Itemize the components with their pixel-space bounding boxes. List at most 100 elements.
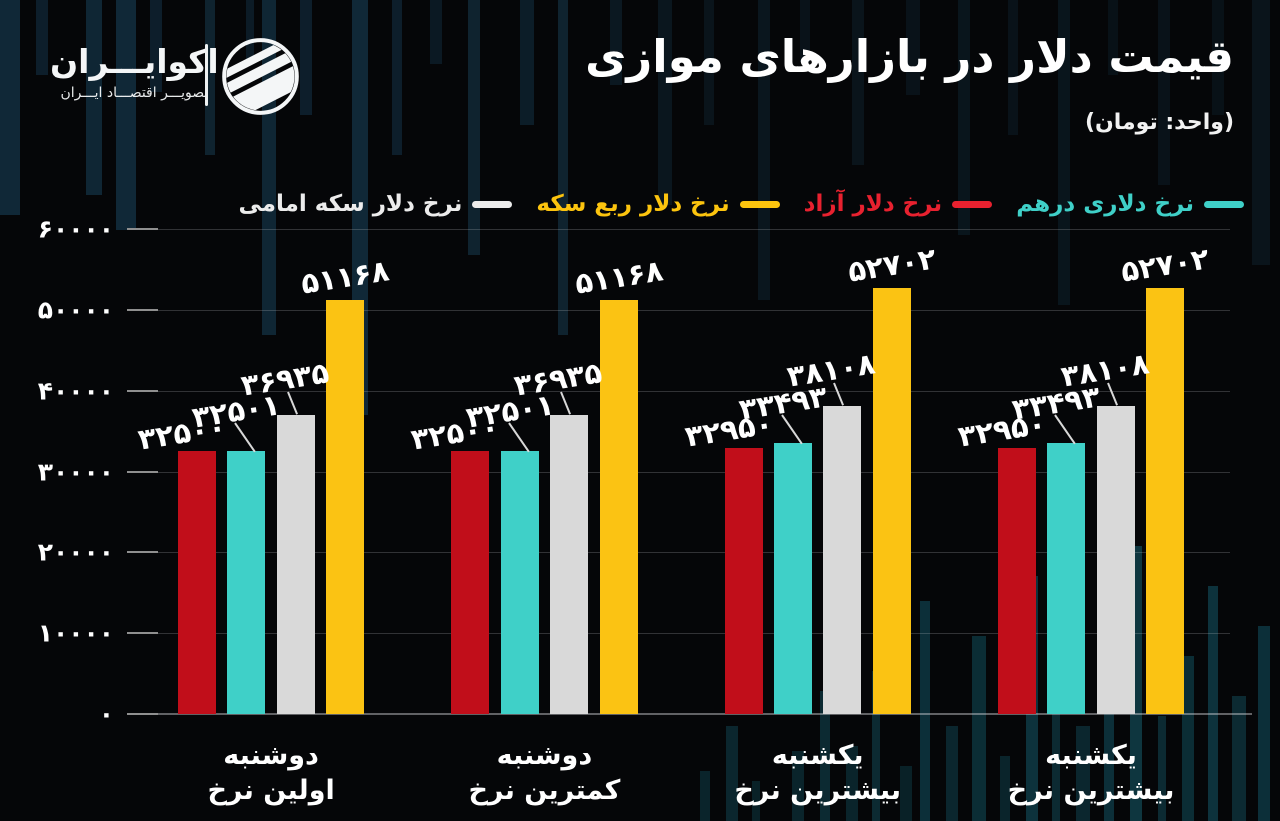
- bg-stripe: [872, 671, 880, 821]
- legend-item-1: نرخ دلار آزاد: [804, 191, 993, 217]
- bg-stripe: [0, 0, 20, 215]
- bar-نرخ دلاری درهم: [227, 451, 266, 714]
- y-tick: [127, 228, 158, 230]
- category-kind: کمترین نرخ: [468, 775, 621, 806]
- bar-نرخ دلار سکه امامی: [823, 405, 862, 714]
- bg-stripe: [558, 0, 568, 335]
- bg-stripe: [958, 0, 970, 235]
- bg-stripe: [116, 0, 136, 230]
- category-day: یکشنبه: [771, 740, 864, 771]
- category-kind: اولین نرخ: [207, 775, 335, 806]
- y-tick: [127, 470, 158, 473]
- legend-swatch: [952, 200, 993, 208]
- category-kind: بیشترین نرخ: [734, 775, 902, 806]
- bg-stripe: [300, 0, 312, 115]
- bg-stripe: [392, 0, 402, 155]
- bg-stripe: [946, 726, 958, 821]
- bg-stripe: [430, 0, 442, 64]
- bg-stripe: [1208, 586, 1218, 821]
- unit-note: (واحد: تومان): [1084, 110, 1234, 135]
- bg-stripe: [1212, 0, 1224, 115]
- bg-stripe: [792, 751, 804, 821]
- bar-نرخ دلار سکه امامی: [550, 415, 589, 714]
- bg-stripe: [205, 0, 215, 155]
- bg-stripe: [1076, 726, 1090, 821]
- brand-name: اکوایـــران: [50, 42, 219, 81]
- bg-stripe: [704, 0, 714, 125]
- legend-swatch: [1204, 200, 1244, 208]
- category-label-0: دوشنبه اولین نرخ: [141, 738, 401, 808]
- bg-stripe: [800, 0, 810, 62]
- y-tick-label: ۵۰۰۰۰: [37, 295, 114, 325]
- legend-item-3: نرخ دلار سکه امامی: [238, 191, 513, 217]
- bg-stripe: [1104, 626, 1114, 821]
- legend-label: نرخ دلار سکه امامی: [238, 191, 463, 217]
- category-day: دوشنبه: [223, 740, 319, 771]
- y-tick: [127, 308, 158, 311]
- y-tick-label: ۳۰۰۰۰: [37, 457, 114, 486]
- brand-block: اکوایـــران تصویـــر اقتصـــاد ایـــران: [50, 42, 219, 102]
- bg-stripe: [36, 0, 48, 75]
- gridline: [130, 309, 1230, 311]
- bg-stripe: [900, 766, 912, 821]
- bar-نرخ دلاری درهم: [1047, 443, 1086, 714]
- brand-separator: [205, 44, 208, 106]
- legend-swatch: [472, 200, 513, 208]
- y-tick: [127, 632, 158, 635]
- bar-نرخ دلار ربع سکه: [599, 300, 638, 714]
- bar-نرخ دلار آزاد: [997, 447, 1036, 714]
- bg-stripe: [906, 0, 920, 95]
- y-tick-label: ۰: [98, 699, 114, 729]
- bar-نرخ دلاری درهم: [500, 451, 539, 714]
- category-label-1: دوشنبه کمترین نرخ: [414, 738, 674, 808]
- brand-tagline: تصویـــر اقتصـــاد ایـــران: [60, 85, 209, 101]
- y-tick-label: ۲۰۰۰۰: [37, 537, 114, 567]
- bg-stripe: [610, 0, 622, 85]
- bg-stripe: [1158, 716, 1166, 821]
- bg-stripe: [86, 0, 102, 195]
- bg-stripe: [852, 0, 864, 165]
- bg-stripe: [700, 771, 710, 821]
- gridline: [130, 552, 1230, 554]
- x-axis-baseline: [130, 713, 1252, 715]
- bg-stripe: [726, 726, 738, 821]
- category-day: دوشنبه: [496, 740, 593, 771]
- legend-label: نرخ دلاری درهم: [1016, 191, 1194, 217]
- y-tick-label: ۴۰۰۰۰: [37, 376, 114, 406]
- bg-stripe: [972, 636, 986, 821]
- bar-نرخ دلار آزاد: [178, 451, 216, 714]
- ecoiran-logo-icon: [222, 38, 299, 115]
- bg-stripe: [468, 0, 480, 255]
- category-kind: بیشترین نرخ: [1007, 775, 1175, 806]
- bg-stripe: [520, 0, 534, 125]
- page-title: قیمت دلار در بازارهای موازی: [585, 30, 1234, 83]
- bg-stripe: [1008, 0, 1018, 135]
- bg-stripe: [1258, 626, 1270, 821]
- bg-stripe: [1232, 696, 1246, 821]
- bg-stripe: [1158, 0, 1170, 185]
- gridline: [130, 390, 1230, 392]
- bg-stripe: [658, 0, 672, 205]
- y-tick-label: ۶۰۰۰۰: [37, 214, 114, 244]
- bg-stripe: [150, 0, 162, 92]
- legend-swatch: [739, 200, 780, 208]
- bg-stripe: [846, 746, 858, 821]
- bg-stripe: [1052, 696, 1060, 821]
- bg-stripe: [820, 691, 830, 821]
- bg-stripe: [758, 0, 770, 300]
- bar-نرخ دلار سکه امامی: [276, 415, 315, 714]
- legend-label: نرخ دلار ربع سکه: [536, 191, 730, 217]
- gridline: [130, 471, 1230, 473]
- bar-نرخ دلار ربع سکه: [872, 287, 911, 714]
- bar-نرخ دلار ربع سکه: [1146, 287, 1185, 714]
- bg-stripe: [246, 0, 254, 60]
- legend-item-2: نرخ دلار ربع سکه: [536, 191, 780, 217]
- bg-stripe: [752, 781, 760, 821]
- category-day: یکشنبه: [1045, 740, 1137, 771]
- bg-stripe: [1182, 656, 1194, 821]
- bar-نرخ دلاری درهم: [774, 443, 812, 714]
- chart-legend: نرخ دلاری درهم نرخ دلار آزاد نرخ دلار ربع …: [238, 191, 1244, 217]
- bg-stripe: [1108, 0, 1118, 75]
- bg-stripe: [1058, 0, 1070, 305]
- y-tick-label: ۱۰۰۰۰: [37, 618, 114, 648]
